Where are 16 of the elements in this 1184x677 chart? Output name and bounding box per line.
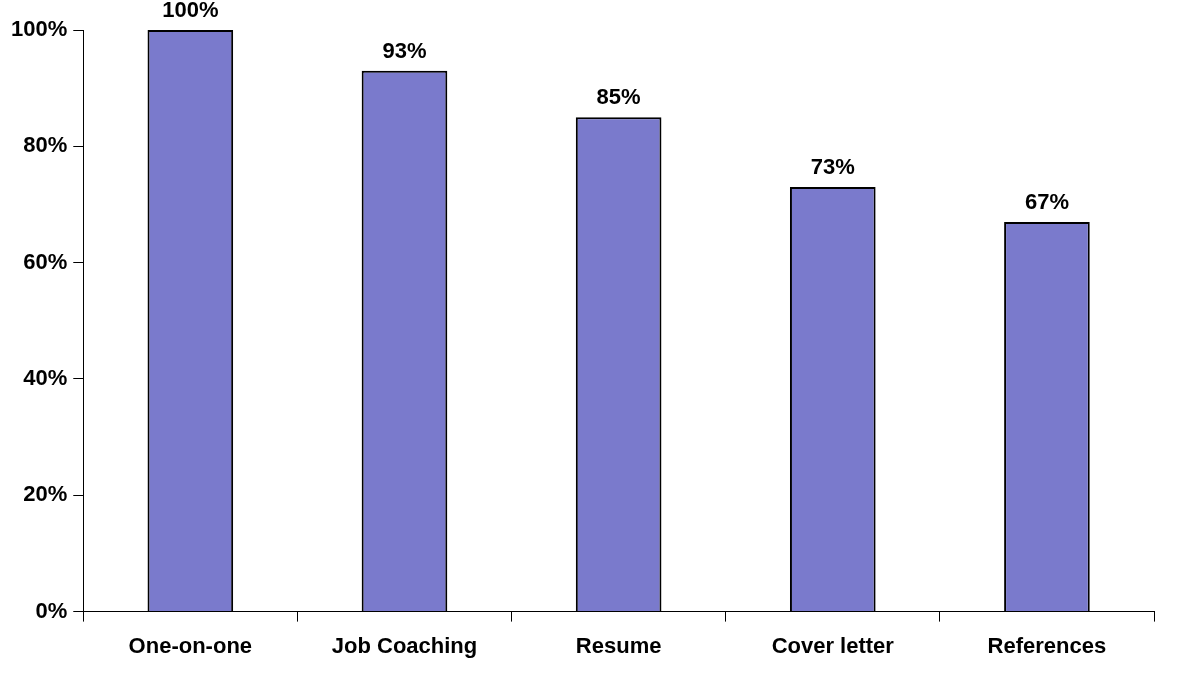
y-tick-label: 20% (23, 481, 68, 507)
x-tick-label: Job Coaching (331, 632, 478, 658)
data-label: 100% (162, 0, 219, 23)
x-tick-label: Cover letter (771, 632, 895, 658)
data-label: 85% (596, 84, 641, 110)
y-tick-label: 40% (23, 365, 68, 391)
data-label: 73% (810, 154, 855, 180)
x-tick-label: One-on-one (128, 632, 253, 658)
x-tick-label: References (987, 632, 1107, 658)
data-label: 67% (1024, 188, 1069, 214)
x-tick-label: Resume (575, 632, 662, 658)
y-tick-label: 100% (10, 16, 68, 42)
data-label: 93% (382, 37, 427, 63)
y-tick-label: 0% (35, 597, 68, 623)
y-tick-label: 60% (23, 248, 68, 274)
y-tick-label: 80% (23, 132, 68, 158)
